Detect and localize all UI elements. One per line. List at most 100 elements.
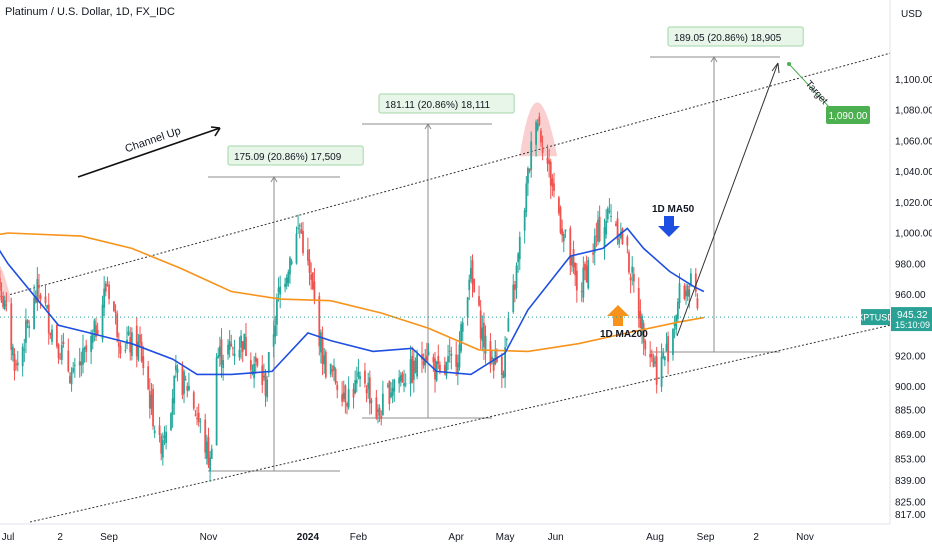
candle <box>95 317 97 342</box>
candle <box>220 328 223 378</box>
candle <box>80 351 83 377</box>
channel-upper-line[interactable] <box>9 52 891 296</box>
candle <box>272 320 275 358</box>
candle <box>241 341 244 363</box>
candle <box>386 382 389 389</box>
candle <box>116 310 119 343</box>
candle <box>320 329 322 364</box>
candle <box>368 370 371 415</box>
candle <box>572 240 575 274</box>
candle <box>434 351 436 393</box>
price-tick-label: 869.00 <box>895 430 926 441</box>
candle <box>251 364 254 376</box>
candle <box>174 354 177 379</box>
date-tick-label: Feb <box>350 532 368 543</box>
candle <box>33 284 35 330</box>
candle <box>598 205 601 243</box>
price-tick-label: 980.00 <box>895 259 926 270</box>
candle <box>380 410 383 426</box>
candle <box>414 357 417 374</box>
date-tick-label: Jun <box>548 532 564 543</box>
candle <box>0 282 3 304</box>
channel-lower-line[interactable] <box>29 324 891 523</box>
candle <box>561 219 564 243</box>
candle <box>404 373 407 388</box>
candle <box>391 379 394 404</box>
candle <box>117 332 120 359</box>
price-tick-label: 825.00 <box>895 498 926 509</box>
candle <box>194 409 197 417</box>
price-range-measure[interactable]: 181.11 (20.86%) 18,111 <box>362 93 515 419</box>
candle <box>592 243 595 264</box>
candle <box>650 349 653 363</box>
candle <box>569 225 572 276</box>
candle <box>170 412 172 432</box>
candle <box>300 222 303 235</box>
candle <box>10 297 13 361</box>
price-range-measure[interactable]: 175.09 (20.86%) 17,509 <box>208 145 364 472</box>
candle <box>119 341 122 359</box>
price-tick-label: 920.00 <box>895 352 926 363</box>
symbol-label: XPTUSD <box>857 313 894 323</box>
candle <box>215 352 218 446</box>
candle <box>101 295 104 343</box>
candle <box>289 256 291 284</box>
candle <box>245 323 247 357</box>
candle <box>165 425 167 450</box>
candle <box>233 339 236 365</box>
candle <box>217 347 220 359</box>
candle <box>694 268 697 297</box>
candle <box>654 355 656 367</box>
candle <box>513 280 516 303</box>
symbol-badge <box>861 309 890 326</box>
channel-up-arrow[interactable]: Channel Up <box>77 125 221 178</box>
target-line[interactable]: Target 1,090.00 <box>787 62 870 124</box>
candle <box>85 339 88 363</box>
candle <box>412 350 415 393</box>
date-tick-label: Sep <box>100 532 118 543</box>
candle <box>302 221 304 256</box>
candle <box>621 227 624 245</box>
candle <box>409 345 412 397</box>
candle <box>425 342 428 362</box>
date-tick-label: Nov <box>200 532 218 543</box>
date-tick-label: 2 <box>57 532 63 543</box>
candle <box>422 353 425 369</box>
projection-arrow[interactable] <box>676 62 780 337</box>
candle <box>152 384 154 430</box>
ma50-callout: 1D MA50 <box>652 204 695 237</box>
price-tick-label: 1,100.00 <box>895 75 932 86</box>
candle <box>403 369 405 393</box>
candle <box>549 158 552 200</box>
candle <box>249 352 252 379</box>
candle <box>114 304 117 325</box>
candle <box>38 273 40 301</box>
candle <box>238 336 241 361</box>
candle <box>559 205 562 235</box>
candle <box>147 360 150 391</box>
candle <box>378 404 381 422</box>
candle <box>595 222 598 248</box>
candle <box>491 350 493 365</box>
price-range-measure[interactable]: 189.05 (20.86%) 18,905 <box>650 26 804 353</box>
candle <box>306 237 309 266</box>
candle <box>626 234 629 254</box>
candle <box>481 315 484 352</box>
candle <box>137 333 140 362</box>
date-tick-label: Aug <box>646 532 664 543</box>
ma200-line[interactable] <box>0 232 705 353</box>
ma50-line[interactable] <box>0 187 705 376</box>
date-tick-label: 2 <box>753 532 759 543</box>
candle <box>254 352 257 374</box>
price-tick-label: 853.00 <box>895 454 926 465</box>
candle <box>135 317 138 368</box>
candle <box>528 168 531 174</box>
ma50-label: 1D MA50 <box>652 204 695 215</box>
candle <box>505 337 508 347</box>
price-tick-label: 1,040.00 <box>895 167 932 178</box>
candle <box>354 370 357 395</box>
price-tick-label: 839.00 <box>895 476 926 487</box>
candle <box>336 381 339 399</box>
candle <box>536 119 539 132</box>
